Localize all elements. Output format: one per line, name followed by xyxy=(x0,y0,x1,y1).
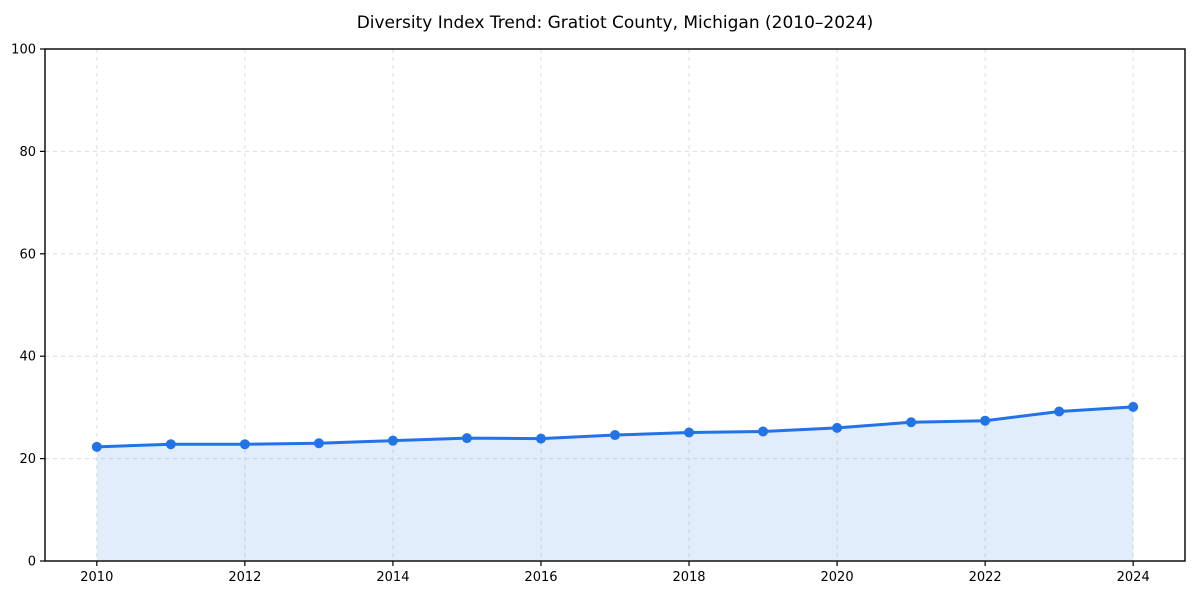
data-point-2019 xyxy=(758,426,769,437)
data-point-2011 xyxy=(165,439,176,450)
data-point-2021 xyxy=(906,417,917,428)
chart-title: Diversity Index Trend: Gratiot County, M… xyxy=(357,13,874,33)
data-point-2014 xyxy=(387,435,398,446)
x-tick-label: 2018 xyxy=(672,570,705,585)
x-tick-label: 2012 xyxy=(228,570,261,585)
axis-ticks: 2010 2012 2014 2016 2018 2020 2022 2024 0 20 40 60 8… xyxy=(11,43,1150,586)
data-point-2015 xyxy=(461,433,472,444)
x-tick-label: 2016 xyxy=(524,570,557,585)
data-point-2017 xyxy=(610,430,620,441)
data-point-2012 xyxy=(239,439,250,450)
y-tick-label: 80 xyxy=(19,145,36,160)
x-tick-label: 2024 xyxy=(1117,570,1150,585)
x-tick-label: 2010 xyxy=(80,570,113,585)
y-tick-label: 60 xyxy=(19,247,36,262)
data-points xyxy=(91,401,1139,452)
data-point-2013 xyxy=(313,438,324,449)
area-fill xyxy=(96,406,1134,561)
data-point-2018 xyxy=(684,427,695,438)
data-point-2022 xyxy=(980,415,991,426)
y-tick-label: 40 xyxy=(19,350,36,365)
y-tick-label: 100 xyxy=(11,43,36,58)
data-point-2024 xyxy=(1128,401,1139,412)
plot-area: 2010 2012 2014 2016 2018 2020 2022 2024 0 20 40 60 8… xyxy=(11,43,1186,586)
data-point-2020 xyxy=(832,422,843,433)
x-tick-label: 2022 xyxy=(969,570,1002,585)
data-point-2016 xyxy=(535,433,546,444)
y-tick-label: 0 xyxy=(28,555,36,570)
y-tick-label: 20 xyxy=(19,452,36,467)
data-point-2023 xyxy=(1054,406,1065,417)
x-tick-label: 2014 xyxy=(376,570,409,585)
data-point-2010 xyxy=(91,441,102,452)
x-tick-label: 2020 xyxy=(821,570,854,585)
axes-border xyxy=(44,48,1186,562)
